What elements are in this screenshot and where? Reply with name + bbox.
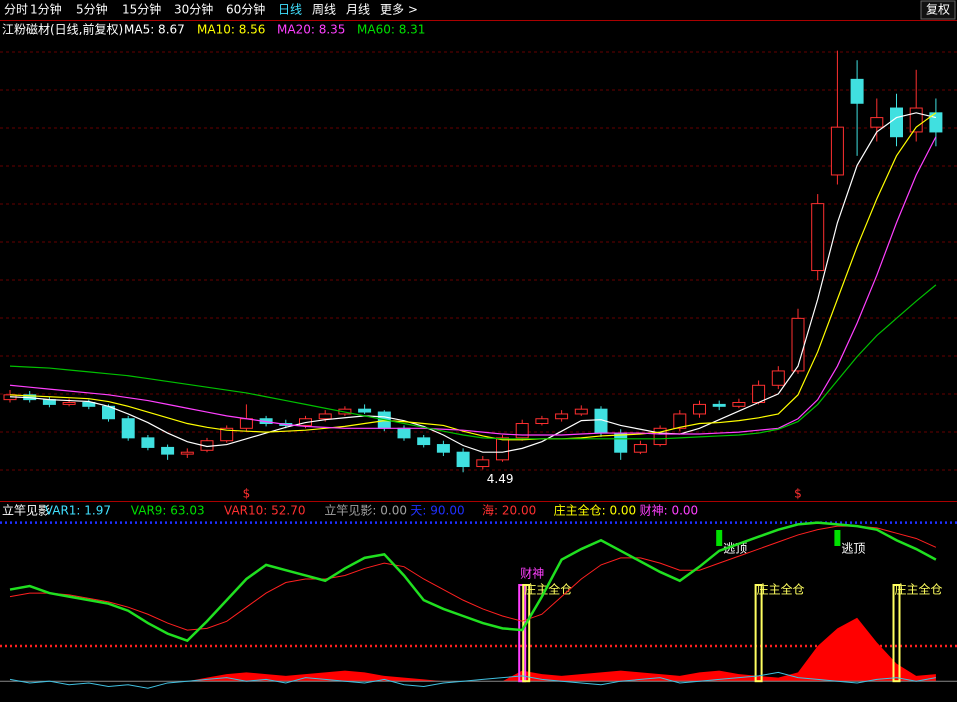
legend-entry: VAR9: 63.03 (131, 504, 205, 518)
top-flag (716, 530, 723, 546)
tab[interactable]: 更多 > (380, 3, 418, 17)
chart-title: 江粉磁材(日线,前复权) (2, 22, 123, 37)
candle-body (141, 437, 155, 448)
candle-body (239, 418, 253, 429)
candle-body (614, 432, 628, 453)
candle-body (830, 126, 844, 176)
var1-line (9, 671, 936, 689)
candle-body (456, 451, 470, 468)
signal-label: 庄主全仓 (895, 582, 943, 597)
candle-body (161, 446, 175, 455)
legend-entry: VAR1: 1.97 (45, 504, 111, 518)
signal-bar (892, 584, 901, 683)
button-frame (920, 0, 956, 20)
adjust-button[interactable]: 复权 (926, 3, 950, 17)
candle-body (811, 203, 825, 272)
tab[interactable]: 日线 (278, 3, 302, 17)
tab[interactable]: 分时 (4, 3, 28, 17)
candle-body (476, 459, 490, 468)
tab[interactable]: 15分钟 (122, 2, 161, 17)
candle-body (82, 401, 96, 407)
low-label: 4.49 (487, 472, 514, 486)
candle-body (436, 444, 450, 453)
candle-body (417, 437, 431, 446)
tab[interactable]: 5分钟 (76, 2, 108, 17)
legend-entry: MA20: 8.35 (277, 23, 345, 37)
candle-body (535, 418, 549, 425)
candle-body (771, 370, 785, 386)
legend-entry: 庄主全仓: 0.00 (554, 503, 637, 518)
top-flag (834, 530, 841, 546)
candle-body (890, 107, 903, 138)
legend-entry: MA60: 8.31 (357, 23, 425, 37)
candle-body (62, 401, 76, 405)
legend-entry: MA5: 8.67 (124, 23, 185, 37)
legend-entry: MA10: 8.56 (197, 23, 265, 37)
tab[interactable]: 1分钟 (30, 2, 62, 17)
candle-body (850, 78, 864, 104)
ma-line (9, 136, 937, 436)
candle-body (693, 403, 706, 415)
ma-line (9, 284, 937, 440)
signal-label: 庄主全仓 (524, 582, 572, 597)
tab[interactable]: 月线 (346, 3, 370, 17)
candle-body (515, 423, 529, 439)
candle-body (909, 107, 923, 133)
candle-body (318, 413, 332, 420)
legend-entry: 海: 20.00 (482, 503, 536, 518)
candle-body (397, 427, 411, 439)
tab[interactable]: 30分钟 (174, 2, 213, 17)
signal-bar (522, 584, 531, 683)
candle-body (574, 408, 588, 415)
tab[interactable]: 周线 (312, 3, 336, 17)
candle-body (870, 117, 884, 128)
signal-label: 财神 (520, 567, 544, 581)
candle-body (496, 437, 509, 461)
toolbar (0, 0, 957, 20)
candle-body (633, 444, 647, 453)
legend-entry: 天: 90.00 (410, 504, 464, 518)
candle-body (791, 317, 805, 372)
legend-entry: 立竿见影 (2, 503, 50, 518)
var10-line (9, 525, 937, 631)
candle-body (220, 427, 234, 442)
area (10, 617, 936, 682)
marker: $ (243, 487, 251, 501)
signal-bar (754, 584, 763, 683)
candle-body (180, 451, 194, 455)
candle-body (121, 418, 135, 439)
candle-body (555, 413, 569, 420)
legend-entry: 财神: 0.00 (640, 504, 699, 518)
tab[interactable]: 60分钟 (226, 2, 265, 17)
legend-entry: VAR10: 52.70 (224, 504, 305, 518)
var9-line (9, 521, 937, 643)
candle-body (358, 408, 372, 413)
marker: $ (794, 487, 802, 501)
candle-body (712, 403, 726, 407)
candle-body (673, 413, 687, 429)
legend-entry: 立竿见影: 0.00 (324, 503, 407, 518)
signal-label: 庄主全仓 (757, 582, 805, 597)
candle-body (752, 384, 766, 403)
ma-line (9, 112, 937, 441)
ma-line (9, 112, 937, 453)
top-label: 逃顶 (841, 542, 865, 556)
top-label: 逃顶 (723, 542, 747, 556)
candle-body (732, 401, 746, 407)
